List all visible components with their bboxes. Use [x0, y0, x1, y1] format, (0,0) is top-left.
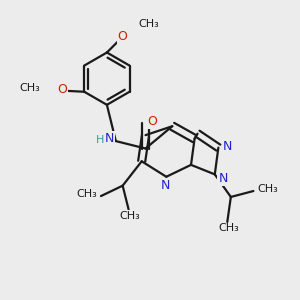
Text: CH₃: CH₃ [20, 83, 40, 93]
Text: H: H [96, 135, 105, 145]
Text: N: N [105, 132, 114, 145]
Text: CH₃: CH₃ [76, 189, 98, 199]
Text: CH₃: CH₃ [257, 184, 278, 194]
Text: O: O [118, 30, 128, 43]
Text: CH₃: CH₃ [218, 224, 239, 233]
Text: CH₃: CH₃ [120, 211, 140, 221]
Text: N: N [218, 172, 228, 185]
Text: N: N [223, 140, 232, 153]
Text: N: N [161, 178, 170, 192]
Text: O: O [57, 82, 67, 96]
Text: O: O [147, 115, 157, 128]
Text: CH₃: CH₃ [138, 19, 159, 29]
